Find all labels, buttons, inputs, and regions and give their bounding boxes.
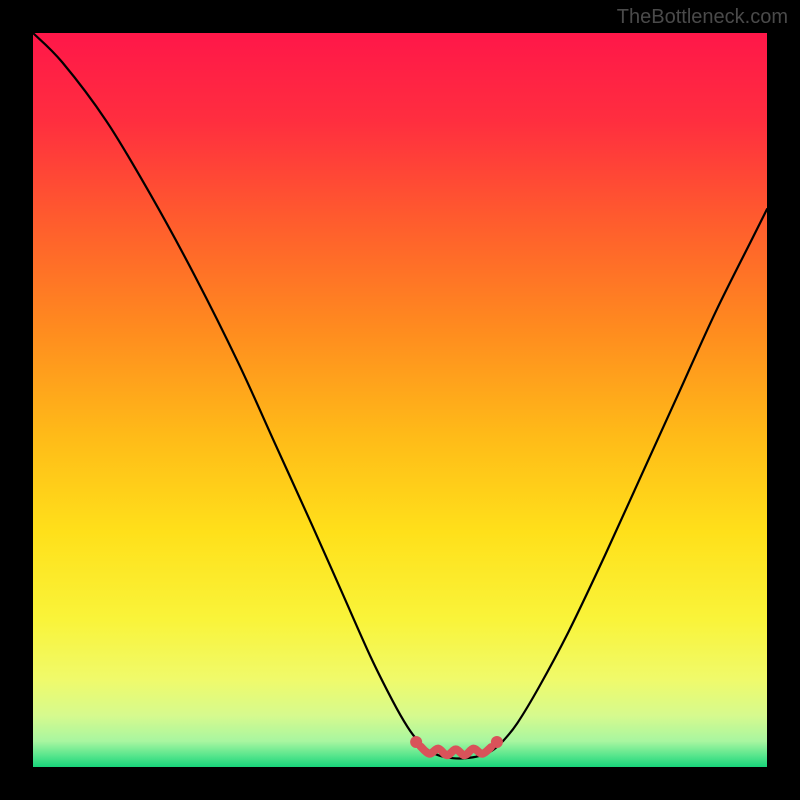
plot-svg <box>33 33 767 767</box>
optimal-range-endpoint <box>410 736 422 748</box>
chart-container: TheBottleneck.com <box>0 0 800 800</box>
gradient-background <box>33 33 767 767</box>
plot-area <box>33 33 767 767</box>
watermark-text: TheBottleneck.com <box>617 6 788 29</box>
optimal-range-endpoint <box>491 736 503 748</box>
